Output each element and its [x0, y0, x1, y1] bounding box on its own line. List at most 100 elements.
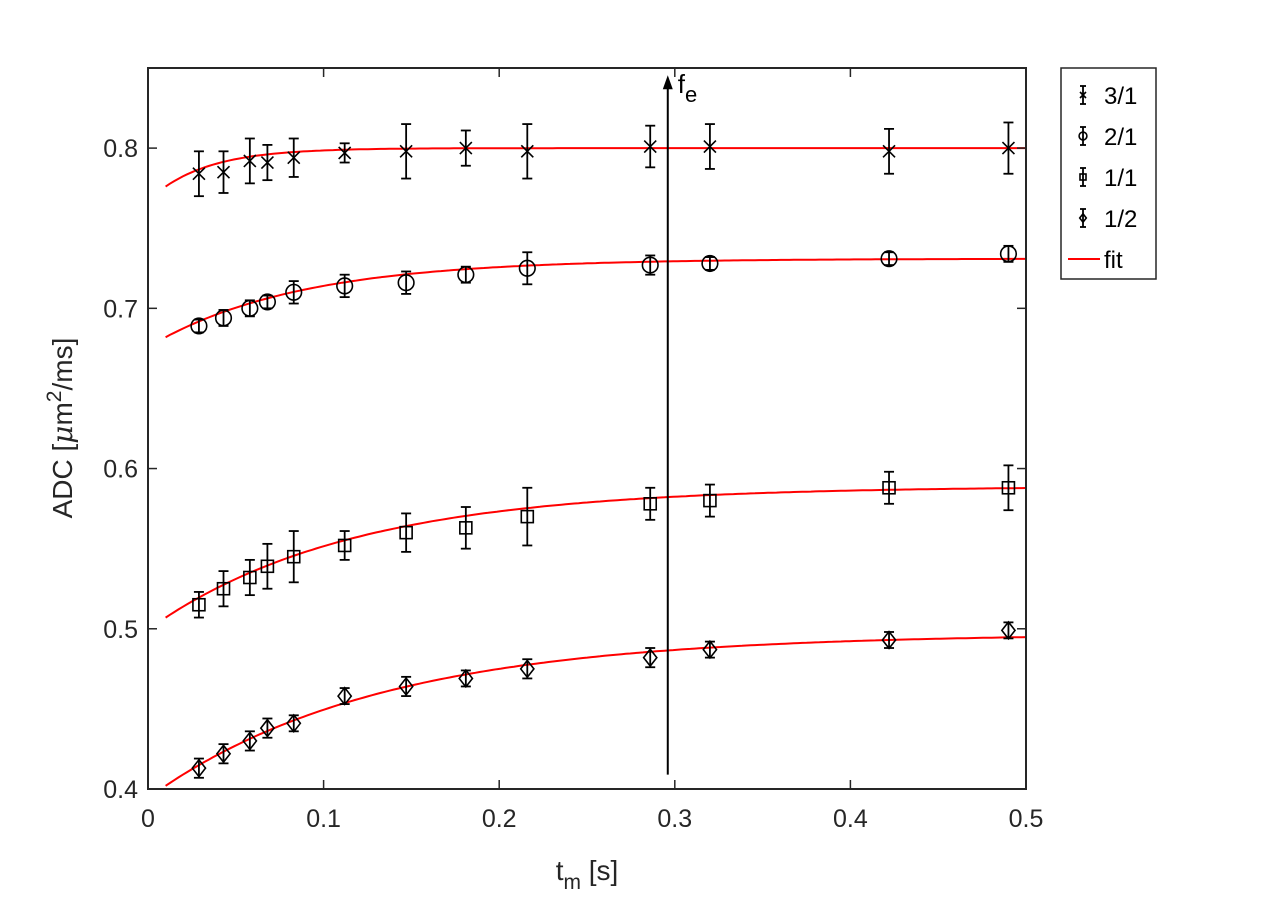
marker-x [459, 141, 473, 155]
marker-circle [641, 256, 659, 274]
data-point [1000, 620, 1017, 641]
y-tick-label: 0.6 [103, 456, 138, 484]
x-tick-label: 0.5 [1009, 805, 1044, 833]
data-point [259, 717, 276, 739]
marker-diamond [1078, 212, 1088, 224]
marker-circle [518, 259, 536, 277]
marker-diamond [642, 647, 658, 668]
marker-circle [336, 277, 354, 295]
data-point [882, 127, 896, 175]
plot-area [148, 68, 1026, 789]
marker-x [520, 144, 534, 158]
marker-diamond [881, 630, 897, 650]
marker-diamond [398, 676, 414, 697]
data-point [190, 317, 208, 335]
marker-square [1079, 173, 1087, 181]
marker-square [399, 525, 413, 540]
data-point [518, 251, 536, 286]
y-axis-label: ADC [μm2/ms] [43, 338, 79, 519]
annotation-label: fe [678, 69, 697, 107]
legend-label: 1/2 [1104, 206, 1137, 233]
data-point [703, 483, 717, 518]
marker-diamond [702, 639, 718, 660]
data-point [192, 150, 206, 198]
plot-frame [147, 67, 1027, 790]
data-point [457, 265, 475, 284]
annotation-arrow-head [662, 75, 673, 90]
data-point [337, 686, 353, 706]
data-point [216, 150, 231, 194]
marker-x [243, 154, 257, 168]
data-point [999, 244, 1018, 263]
data-point [287, 137, 301, 178]
marker-diamond [519, 659, 535, 679]
marker-x [216, 165, 231, 179]
marker-x [643, 139, 657, 154]
data-point [641, 254, 659, 276]
x-tick-label: 0.1 [306, 805, 341, 833]
legend-item-fit: fit [1068, 247, 1123, 274]
marker-x [882, 144, 896, 158]
marker-x [1001, 141, 1016, 155]
marker-x [287, 151, 301, 165]
x-tick-label: 0.4 [833, 805, 868, 833]
data-point [243, 137, 257, 185]
annotation-arrow: fe [662, 69, 697, 775]
data-point [520, 123, 534, 180]
marker-square [520, 509, 535, 524]
data-point [243, 558, 257, 597]
legend: 3/1 2/1 1/1 1/2 fit [1060, 67, 1157, 280]
marker-x [399, 144, 413, 158]
legend-item-1-2: 1/2 [1078, 206, 1137, 233]
axis-ticks: 0 0.1 0.2 0.3 0.4 0.5 0.4 0.5 0.6 0.7 0.8 [103, 68, 1043, 833]
marker-circle [999, 245, 1018, 263]
y-tick-label: 0.8 [103, 135, 138, 163]
marker-x [703, 139, 717, 154]
data-point [285, 280, 303, 305]
data-point [216, 570, 231, 608]
marker-diamond [191, 758, 207, 778]
data-point [459, 506, 473, 550]
data-point [519, 658, 535, 680]
data-point [337, 530, 352, 561]
y-tick-label: 0.4 [103, 776, 138, 804]
marker-circle [397, 274, 415, 292]
data-point [260, 144, 274, 182]
data-point [880, 250, 898, 268]
marker-diamond [458, 668, 474, 689]
data-point [397, 270, 415, 295]
marker-diamond [337, 686, 353, 706]
y-tick-label: 0.7 [103, 295, 138, 323]
data-point [286, 530, 301, 584]
data-point [881, 630, 897, 650]
data-point [702, 639, 718, 660]
data-point [338, 142, 352, 164]
marker-circle [457, 266, 475, 284]
data-point [399, 512, 413, 553]
data-point [643, 486, 658, 521]
data-point [458, 668, 474, 689]
legend-label: 1/1 [1104, 165, 1137, 192]
marker-square [243, 570, 257, 585]
marker-x [1079, 91, 1087, 99]
data-point [192, 591, 206, 619]
marker-square [882, 480, 896, 495]
legend-item-2-1: 2/1 [1078, 124, 1137, 151]
series-1-1 [192, 464, 1016, 619]
marker-x [260, 155, 274, 170]
marker-diamond [242, 731, 258, 751]
data-point [642, 647, 658, 669]
marker-diamond [215, 744, 232, 764]
y-tick-label: 0.5 [103, 616, 138, 644]
data-point [399, 123, 413, 180]
series-3-1 [192, 121, 1016, 198]
data-point [241, 299, 259, 318]
marker-x [338, 146, 352, 160]
marker-circle [701, 254, 719, 273]
marker-circle [241, 299, 259, 317]
marker-circle [214, 309, 233, 327]
data-point [882, 470, 896, 505]
marker-square [643, 497, 658, 511]
marker-square [459, 521, 473, 535]
marker-square [216, 581, 231, 596]
